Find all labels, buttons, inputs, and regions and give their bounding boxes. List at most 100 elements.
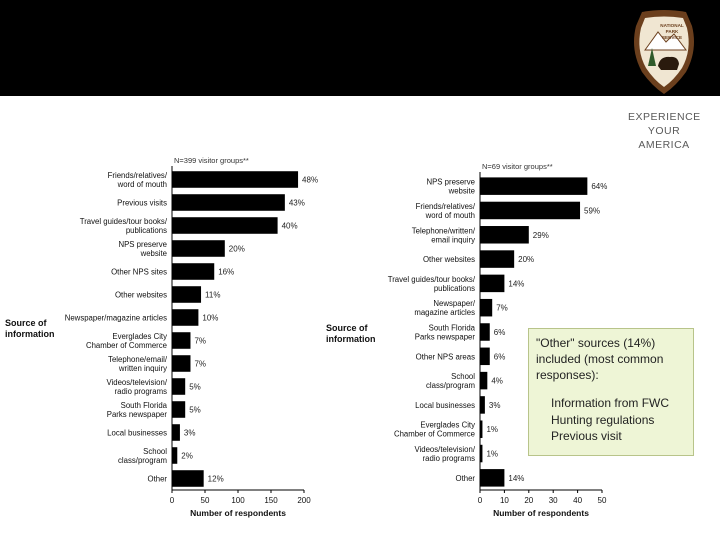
- category-label: Other: [456, 474, 476, 483]
- bar-value-label: 5%: [189, 383, 201, 392]
- category-label: magazine articles: [414, 308, 475, 317]
- bar-value-label: 48%: [302, 176, 318, 185]
- callout-intro: "Other" sources (14%) included (most com…: [536, 336, 664, 382]
- category-label: Telephone/written/: [412, 226, 476, 235]
- category-label: Other: [148, 475, 168, 484]
- category-label: Videos/television/: [414, 445, 475, 454]
- category-label: Other NPS sites: [111, 268, 167, 277]
- bar: [172, 309, 199, 326]
- mountain-shape: [644, 31, 687, 51]
- category-label: Other websites: [423, 255, 475, 264]
- x-axis-title: Number of respondents: [493, 508, 589, 518]
- category-label: written inquiry: [118, 364, 167, 373]
- bar: [172, 286, 202, 303]
- bar: [172, 355, 191, 372]
- x-axis-title: Number of respondents: [190, 508, 286, 518]
- category-label: radio programs: [423, 454, 476, 463]
- bar: [480, 420, 483, 438]
- bar-chart-left: N=399 visitor groups** 48% Friends/relativ…: [5, 156, 318, 518]
- category-label: website: [140, 249, 167, 258]
- category-label: Newspaper/: [433, 299, 475, 308]
- callout-item: Hunting regulations: [551, 412, 655, 427]
- tagline-line: EXPERIENCE: [628, 111, 701, 123]
- bar-value-label: 7%: [194, 360, 206, 369]
- x-tick-label: 50: [598, 496, 607, 505]
- bar-value-label: 2%: [181, 452, 193, 461]
- other-sources-callout: "Other" sources (14%) included (most com…: [528, 328, 694, 456]
- bar: [172, 263, 215, 280]
- category-label: Friends/relatives/: [416, 202, 476, 211]
- bar-value-label: 5%: [189, 406, 201, 415]
- bar-value-label: 6%: [494, 328, 506, 337]
- category-label: School: [451, 372, 475, 381]
- category-label: class/program: [426, 381, 475, 390]
- bar-value-label: 16%: [218, 268, 234, 277]
- x-tick-label: 10: [500, 496, 509, 505]
- logo-text-line-2: PARK: [666, 29, 679, 34]
- x-tick-label: 150: [264, 496, 278, 505]
- category-label: class/program: [118, 456, 167, 465]
- category-label: South Florida: [429, 324, 476, 333]
- category-label: email inquiry: [431, 235, 475, 244]
- category-label: Telephone/email/: [108, 355, 168, 364]
- nps-arrowhead-logo-icon: NATIONAL PARK SERVICE: [634, 10, 694, 94]
- bar-value-label: 40%: [282, 222, 298, 231]
- x-tick-label: 20: [524, 496, 533, 505]
- category-label: Friends/relatives/: [108, 171, 168, 180]
- bar-value-label: 11%: [205, 291, 220, 300]
- y-axis-title: Source of: [326, 323, 369, 333]
- category-label: Other NPS areas: [416, 352, 475, 361]
- bar-value-label: 43%: [289, 199, 305, 208]
- category-label: Everglades City: [112, 332, 167, 341]
- bar: [480, 201, 581, 220]
- bar: [172, 194, 285, 211]
- category-label: radio programs: [115, 387, 168, 396]
- bar: [480, 469, 505, 487]
- tree-shape: [648, 48, 656, 66]
- bar-value-label: 1%: [486, 425, 498, 434]
- callout-list: Information from FWC Hunting regulations…: [536, 395, 686, 445]
- sample-size-note: N=69 visitor groups**: [482, 162, 553, 171]
- x-tick-label: 30: [549, 496, 558, 505]
- bar: [172, 447, 178, 464]
- category-label: publications: [126, 226, 167, 235]
- bar-value-label: 10%: [202, 314, 218, 323]
- bar-value-label: 7%: [194, 337, 206, 346]
- category-label: NPS preserve: [118, 240, 167, 249]
- bar: [172, 332, 191, 349]
- category-label: publications: [434, 284, 475, 293]
- bar-value-label: 1%: [486, 450, 498, 459]
- bar-value-label: 64%: [591, 182, 607, 191]
- bar-value-label: 7%: [496, 304, 508, 313]
- bar-value-label: 59%: [584, 206, 600, 215]
- bar: [172, 401, 186, 418]
- category-label: NPS preserve: [426, 178, 475, 187]
- bar: [172, 378, 186, 395]
- tagline: EXPERIENCE YOUR AMERICA: [628, 110, 700, 152]
- category-label: Local businesses: [107, 429, 167, 438]
- bar: [172, 424, 180, 441]
- bar-chart-right: N=69 visitor groups** 64% NPS preservewebs…: [326, 162, 607, 518]
- bar: [480, 347, 490, 366]
- category-label: Other websites: [115, 291, 167, 300]
- category-label: Chamber of Commerce: [394, 430, 475, 439]
- bison-shape: [658, 56, 679, 70]
- category-label: South Florida: [121, 401, 168, 410]
- bar-value-label: 20%: [518, 255, 534, 264]
- bar: [480, 323, 490, 341]
- bar: [172, 470, 204, 487]
- bar: [172, 217, 278, 234]
- x-tick-label: 50: [201, 496, 210, 505]
- bar: [172, 240, 225, 257]
- category-label: word of mouth: [425, 211, 475, 220]
- bar: [480, 444, 483, 463]
- category-label: Previous visits: [117, 199, 167, 208]
- tagline-line: YOUR: [647, 125, 681, 137]
- x-tick-label: 0: [170, 496, 175, 505]
- x-tick-label: 0: [478, 496, 483, 505]
- sample-size-note: N=399 visitor groups**: [174, 156, 249, 165]
- bar-value-label: 20%: [229, 245, 245, 254]
- bar-value-label: 14%: [508, 279, 524, 288]
- category-label: Parks newspaper: [107, 410, 168, 419]
- category-label: website: [448, 187, 475, 196]
